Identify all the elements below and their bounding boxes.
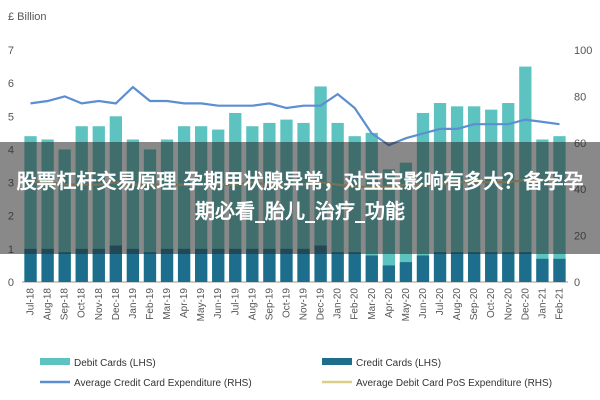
credit-bar-30: [536, 258, 549, 282]
x-tick-1: Aug-18: [43, 288, 54, 321]
left-y-tick-7: 7: [8, 45, 14, 57]
legend-swatch-0: [40, 358, 70, 365]
left-axis-label: £ Billion: [8, 11, 47, 23]
credit-bar-25: [450, 252, 464, 282]
legend-label-1: Credit Cards (LHS): [356, 358, 441, 369]
legend-label-0: Debit Cards (LHS): [74, 358, 156, 369]
credit-bar-18: [331, 252, 344, 282]
credit-bar-19: [348, 252, 361, 282]
x-tick-5: Dec-18: [111, 288, 122, 321]
credit-bar-12: [229, 248, 242, 282]
x-tick-30: Jan-21: [537, 288, 548, 319]
x-tick-25: Aug-20: [452, 288, 463, 321]
credit-bar-6: [126, 248, 140, 282]
x-tick-21: Apr-20: [384, 288, 395, 318]
credit-bar-13: [246, 248, 259, 282]
x-tick-11: Jun-19: [213, 288, 224, 319]
credit-bar-29: [519, 252, 532, 282]
credit-bar-1: [41, 248, 54, 282]
credit-bar-31: [553, 258, 566, 282]
right-y-tick-5: 100: [574, 45, 592, 57]
credit-bar-14: [263, 248, 276, 282]
x-tick-18: Jan-20: [333, 288, 344, 319]
credit-bar-2: [58, 252, 71, 282]
right-y-tick-4: 80: [574, 91, 586, 103]
x-tick-20: Mar-20: [367, 288, 378, 320]
x-tick-0: Jul-18: [26, 288, 37, 316]
x-tick-29: Dec-20: [520, 288, 531, 321]
x-axis-ticks: Jul-18 Aug-18 Sep-18 Oct-18 Nov-18 Dec-18 Jan-…: [26, 288, 566, 322]
x-tick-23: Jun-20: [418, 288, 429, 319]
credit-bar-26: [468, 252, 481, 282]
credit-bar-4: [92, 248, 105, 282]
x-tick-24: Jul-20: [435, 288, 446, 316]
x-tick-8: Mar-19: [162, 288, 173, 320]
credit-bar-24: [433, 252, 447, 282]
series-line-0: [30, 85, 560, 147]
x-tick-9: Apr-19: [179, 288, 190, 318]
credit-bar-21: [382, 265, 395, 282]
credit-bar-22: [399, 262, 413, 282]
legend-swatch-1: [322, 358, 352, 365]
credit-bar-27: [485, 252, 498, 282]
credit-bar-5: [109, 245, 122, 282]
credit-bar-0: [24, 248, 37, 282]
credit-bar-16: [297, 248, 310, 282]
credit-bar-17: [314, 245, 327, 282]
title-overlay-band: [0, 142, 600, 254]
chart-legend: Debit Cards (LHS) Credit Cards (LHS) Avera…: [40, 358, 552, 389]
credit-bar-28: [502, 252, 515, 282]
x-tick-17: Dec-19: [316, 288, 327, 321]
left-y-tick-6: 6: [8, 78, 14, 90]
credit-bar-23: [416, 255, 430, 282]
credit-bar-9: [177, 248, 191, 282]
credit-bar-11: [212, 248, 225, 282]
credit-bar-8: [160, 248, 174, 282]
x-tick-19: Feb-20: [350, 288, 361, 320]
legend-label-2: Average Credit Card Expenditure (RHS): [74, 378, 252, 389]
x-tick-27: Oct-20: [486, 288, 497, 318]
credit-bar-3: [75, 248, 88, 282]
x-tick-10: May-19: [196, 288, 207, 322]
credit-bar-7: [143, 252, 157, 282]
x-tick-31: Feb-21: [554, 288, 565, 320]
x-tick-6: Jan-19: [128, 288, 139, 319]
credit-bar-10: [195, 248, 208, 282]
x-tick-16: Nov-19: [299, 288, 310, 321]
overlay-headline: 股票杠杆交易原理 孕期甲状腺异常，对宝宝影响有多大？备孕孕期必看_胎儿_治疗_功…: [16, 169, 584, 223]
left-y-tick-0: 0: [8, 277, 14, 289]
x-tick-2: Sep-18: [60, 288, 71, 321]
x-tick-12: Jul-19: [230, 288, 241, 316]
x-tick-13: Aug-19: [247, 288, 258, 321]
x-tick-26: Sep-20: [469, 288, 480, 321]
x-tick-7: Feb-19: [145, 288, 156, 320]
x-tick-14: Sep-19: [264, 288, 275, 321]
x-tick-28: Nov-20: [503, 288, 514, 321]
x-tick-22: May-20: [401, 288, 412, 322]
credit-bar-20: [365, 255, 378, 282]
x-tick-3: Oct-18: [77, 288, 88, 318]
credit-bar-15: [280, 248, 293, 282]
legend-label-3: Average Debit Card PoS Expenditure (RHS): [356, 378, 552, 389]
x-tick-15: Oct-19: [281, 288, 292, 318]
x-tick-4: Nov-18: [94, 288, 105, 321]
left-y-tick-5: 5: [8, 111, 14, 123]
right-y-tick-0: 0: [574, 277, 580, 289]
